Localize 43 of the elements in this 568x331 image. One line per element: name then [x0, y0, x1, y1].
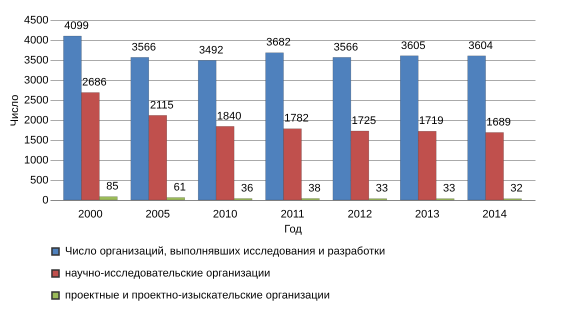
y-tick-label: 0 [42, 194, 48, 206]
y-tick-label: 2000 [24, 114, 48, 126]
data-label: 3566 [334, 41, 358, 54]
data-label: 1782 [284, 112, 309, 125]
x-tick-label: 2005 [146, 208, 170, 220]
data-label: 1689 [486, 116, 511, 128]
data-label: 3604 [468, 40, 493, 52]
x-tick-label: 2010 [212, 208, 238, 220]
y-tick-label: 1000 [24, 154, 48, 166]
y-tick-label: 2500 [24, 94, 48, 106]
y-tick-label: 1500 [24, 134, 48, 146]
data-label: 3682 [266, 36, 291, 49]
data-label: 36 [240, 182, 254, 195]
x-tick-label: 2013 [414, 208, 440, 220]
y-tick-label: 3500 [24, 54, 48, 66]
y-tick-label: 4000 [24, 34, 48, 46]
legend-label: Число организаций, выполнявших исследования и разработки [65, 246, 386, 258]
data-label: 3566 [132, 41, 156, 54]
legend-label: научно-исследовательские организации [65, 268, 270, 280]
x-tick-label: 2011 [280, 208, 304, 220]
data-label: 2115 [150, 99, 174, 112]
data-label: 33 [443, 182, 456, 195]
data-label: 32 [510, 182, 523, 195]
x-tick-label: 2000 [78, 208, 103, 220]
y-tick-label: 500 [30, 174, 48, 186]
data-label: 3605 [401, 40, 426, 52]
y-tick-label: 3000 [24, 74, 48, 86]
data-label: 2686 [82, 76, 107, 89]
data-label: 4099 [64, 20, 89, 32]
data-label: 38 [308, 182, 321, 194]
data-label: 85 [106, 180, 119, 193]
data-label: 1840 [216, 110, 242, 122]
legend-label: проектные и проектно-изыскательские организации [65, 290, 330, 302]
y-tick-label: 4500 [24, 14, 48, 26]
x-tick-label: 2012 [348, 208, 372, 220]
data-label: 61 [174, 182, 186, 194]
data-label: 1719 [418, 115, 444, 128]
x-axis-title: Год [284, 224, 302, 236]
x-tick-label: 2014 [482, 208, 507, 220]
y-axis-title: Число [9, 94, 22, 126]
data-label: 1725 [352, 115, 376, 127]
data-label: 33 [376, 182, 388, 195]
data-label: 3492 [198, 44, 224, 56]
